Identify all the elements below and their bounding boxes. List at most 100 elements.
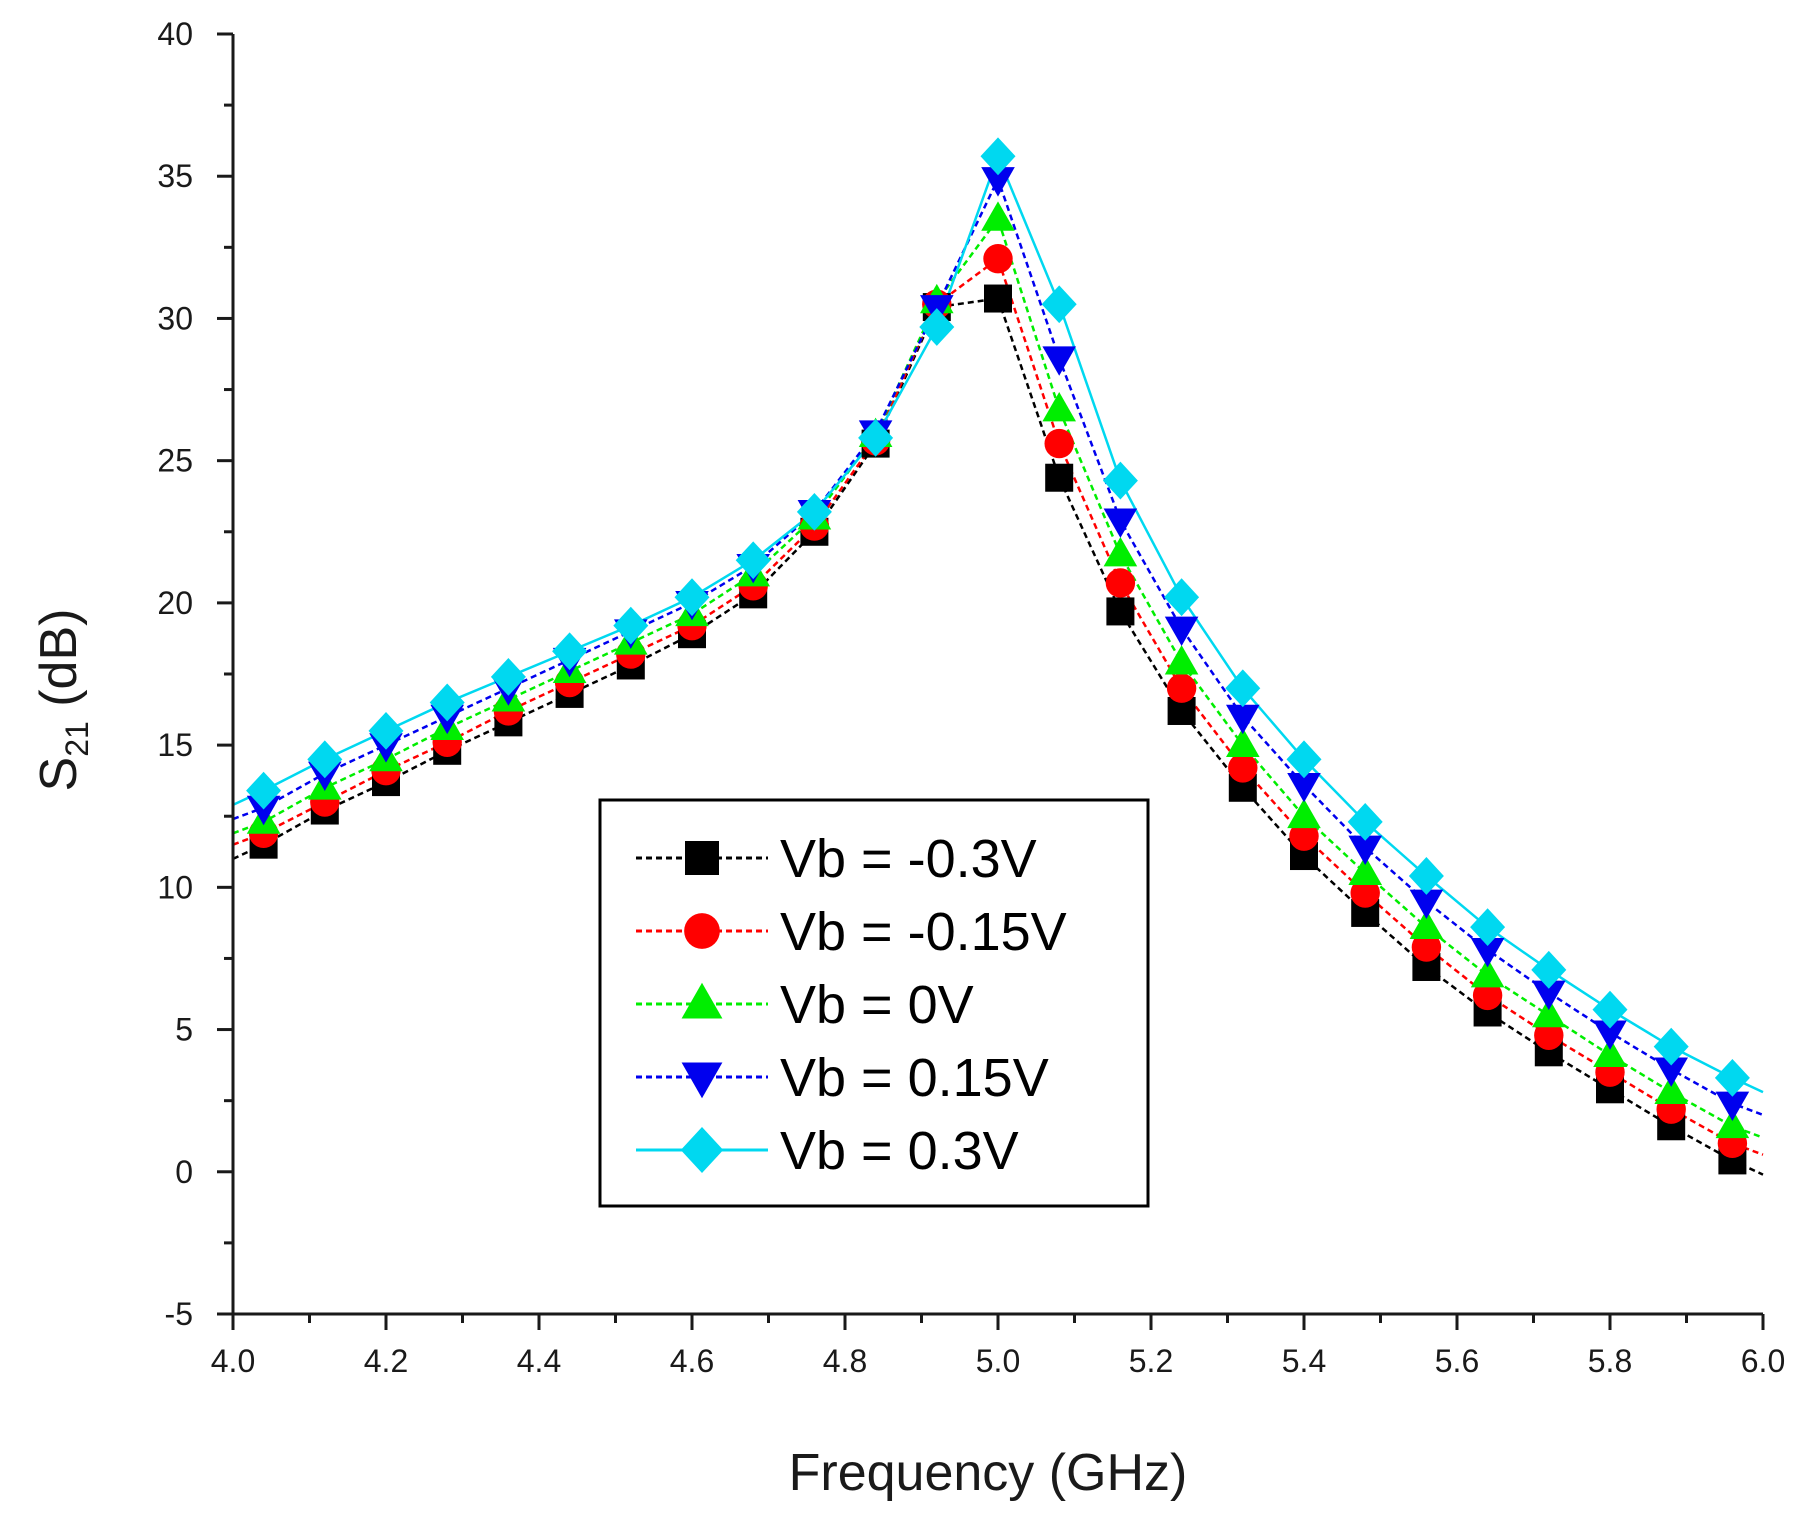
series-4-point-3 (429, 683, 465, 722)
series-4-point-16 (1225, 669, 1261, 708)
y-tick-label-0: -5 (165, 1296, 193, 1332)
series-2-point-17 (1287, 798, 1321, 829)
series-4-point-19 (1408, 857, 1444, 895)
x-tick-label-5: 5.0 (976, 1343, 1020, 1379)
series-4-point-15 (1164, 578, 1200, 617)
series-3-point-17 (1287, 773, 1321, 803)
y-axis-title-subscript: 21 (59, 721, 95, 757)
y-axis-title-rest: (dB) (30, 609, 88, 722)
series-2-point-13 (1042, 391, 1076, 422)
x-tick-label-0: 4.0 (211, 1343, 255, 1379)
legend-label-3: Vb = 0.15V (780, 1048, 1049, 1108)
series-line-2 (232, 217, 1764, 1139)
series-4-point-0 (246, 771, 282, 810)
series-1-point-15 (1166, 673, 1197, 703)
x-tick-label-4: 4.8 (823, 1343, 867, 1379)
series-4-point-4 (490, 657, 526, 696)
series-4-point-8 (735, 541, 771, 580)
legend-marker-2 (681, 982, 723, 1019)
legend-marker-4 (680, 1127, 724, 1173)
x-tick-label-9: 5.8 (1588, 1343, 1632, 1379)
series-2-point-14 (1103, 537, 1138, 567)
ticks (217, 32, 1765, 1330)
series-3-point-21 (1532, 980, 1566, 1011)
series-1-point-19 (1411, 932, 1442, 962)
series-3-point-0 (246, 795, 281, 826)
series-2-point-16 (1226, 727, 1260, 758)
series-3-point-13 (1042, 346, 1076, 376)
series-3-point-12 (981, 167, 1015, 197)
series-4-point-21 (1531, 950, 1567, 989)
series-3-point-20 (1470, 938, 1505, 968)
series-3-point-24 (1715, 1091, 1750, 1122)
series-4-point-11 (919, 308, 955, 346)
series-3-point-15 (1164, 616, 1199, 646)
series-1-point-17 (1289, 821, 1319, 851)
legend-marker-0 (685, 841, 719, 875)
legend-label-0: Vb = -0.3V (780, 829, 1037, 889)
series-4-point-17 (1286, 740, 1322, 779)
series-2-point-15 (1164, 645, 1199, 675)
x-tick-label-2: 4.4 (517, 1343, 561, 1379)
series-1-point-12 (983, 244, 1013, 274)
series-2-point-18 (1348, 855, 1382, 886)
series-0-point-13 (1045, 463, 1074, 492)
series-4-point-1 (307, 740, 343, 779)
series-0-point-14 (1106, 597, 1135, 626)
series-4-point-2 (368, 711, 404, 750)
series-4-point-14 (1102, 461, 1138, 500)
series-3-point-18 (1348, 835, 1382, 866)
series-0-point-12 (984, 284, 1012, 313)
x-tick-label-3: 4.6 (670, 1343, 714, 1379)
series-2-point-12 (981, 201, 1015, 231)
series-1-point-18 (1350, 878, 1380, 908)
plot-markers (246, 137, 1750, 1175)
legend-marker-1 (684, 913, 720, 949)
series-2-point-21 (1532, 997, 1566, 1028)
series-3-point-19 (1409, 889, 1444, 920)
series-2-point-24 (1715, 1108, 1750, 1139)
series-4-point-24 (1714, 1059, 1750, 1097)
series-1-point-20 (1472, 980, 1503, 1011)
series-2-point-22 (1593, 1037, 1627, 1068)
x-tick-label-10: 6.0 (1741, 1343, 1785, 1379)
y-tick-label-7: 30 (157, 300, 193, 336)
series-3-point-14 (1103, 508, 1138, 538)
series-1-point-16 (1228, 753, 1258, 783)
y-tick-label-4: 15 (157, 727, 193, 763)
y-tick-label-2: 5 (175, 1012, 193, 1048)
y-tick-label-5: 20 (157, 585, 193, 621)
series-4-point-13 (1041, 285, 1077, 324)
legend-label-2: Vb = 0V (780, 975, 974, 1035)
series-3-point-23 (1654, 1057, 1688, 1087)
series-4-point-7 (674, 578, 710, 617)
series-line-1 (232, 257, 1764, 1156)
y-axis-title: S21 (dB) (30, 609, 95, 792)
legend-marker-3 (681, 1062, 723, 1099)
y-tick-label-8: 35 (157, 158, 193, 194)
series-4-point-22 (1592, 990, 1628, 1029)
series-1-point-21 (1534, 1020, 1564, 1050)
series-4-point-6 (613, 606, 649, 645)
series-2-point-20 (1470, 958, 1505, 988)
legend-label-1: Vb = -0.15V (780, 902, 1067, 962)
series-2-point-19 (1409, 909, 1444, 940)
series-4-point-12 (980, 137, 1016, 176)
legend: Vb = -0.3V Vb = -0.15V Vb = 0V Vb = 0.15V Vb… (598, 798, 1150, 1208)
series-3-point-22 (1593, 1020, 1627, 1050)
y-tick-label-1: 0 (175, 1154, 193, 1190)
series-4-point-18 (1347, 803, 1383, 841)
series-4-point-23 (1653, 1027, 1689, 1066)
x-tick-label-6: 5.2 (1129, 1343, 1173, 1379)
series-4-point-20 (1470, 908, 1506, 947)
series-4-point-5 (552, 632, 588, 671)
series-4-point-10 (858, 419, 894, 457)
y-tick-label-6: 25 (157, 443, 193, 479)
legend-label-4: Vb = 0.3V (780, 1121, 1019, 1181)
y-tick-label-9: 40 (157, 16, 193, 52)
series-1-point-14 (1105, 568, 1136, 598)
series-3-point-16 (1226, 704, 1260, 735)
series-1-point-13 (1044, 428, 1074, 459)
